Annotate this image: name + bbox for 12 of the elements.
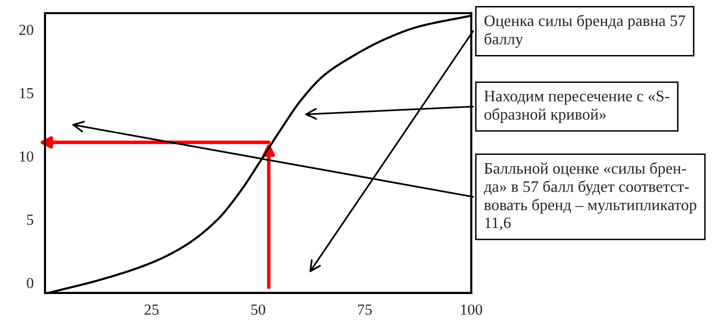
text: Балльной оценке «силы брен- да» в 57 балл будет соответст- вовать бренд – мультипликатор 11,6	[484, 162, 696, 230]
y-tick-label: 20	[19, 24, 34, 36]
y-tick-label: 0	[26, 278, 34, 288]
x-tick-label: 100	[461, 304, 482, 315]
y-tick-label: 15	[20, 88, 34, 98]
y-tick-label: 10	[20, 151, 34, 162]
x-tick-label: 50	[251, 304, 266, 315]
text: Оценка силы бренда равна 57 баллу	[484, 14, 686, 48]
y-tick-label: 5	[27, 214, 34, 225]
x-tick-label: 75	[358, 304, 372, 315]
x-tick-label: 25	[144, 304, 159, 315]
text: Находим пересечение с «S- образной кривой»	[484, 90, 670, 123]
